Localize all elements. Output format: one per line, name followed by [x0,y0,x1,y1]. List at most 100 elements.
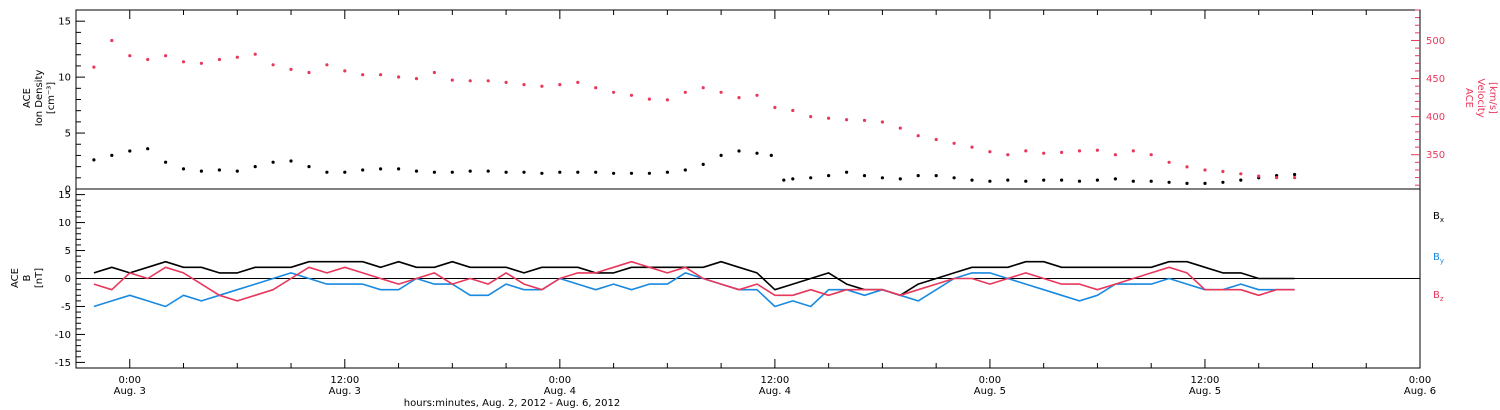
top-y2label-line3: [km/s] [1487,82,1498,114]
data-point [253,52,257,56]
legend-bx: Bx [1433,211,1444,224]
data-point [755,151,759,155]
bottom-series [93,260,1295,308]
data-point [1185,181,1189,185]
data-point [1203,181,1207,185]
top-right-tick-label: 350 [1426,150,1445,161]
data-point [988,179,992,183]
data-point [540,171,544,175]
bottom-left-tick-label: 15 [58,190,71,201]
data-point [1095,148,1099,152]
data-point [325,170,329,174]
data-point [1221,169,1225,174]
data-point [1006,178,1010,182]
data-point [289,67,293,71]
data-point [343,69,347,73]
x-tick-time: 0:00 [549,375,571,386]
data-point [576,80,580,84]
x-tick-date: Aug. 4 [544,386,576,397]
top-right-axis: 350 400 450 500 [1411,9,1445,186]
data-point [199,169,203,173]
data-point [612,90,616,94]
data-point [110,38,114,43]
data-point [629,93,634,97]
data-point [432,70,436,75]
x-tick-time: 0:00 [1409,375,1431,386]
data-point [146,147,150,151]
data-point [1077,149,1082,153]
top-y2label-line1: ACE [1463,88,1474,108]
data-point [862,174,867,178]
data-point [827,116,831,120]
data-point [450,78,454,82]
data-point [629,171,634,175]
top-ylabel-line2: Ion Density [34,70,45,127]
bottom-ylabel-line3: [nT] [34,268,45,288]
data-point [1221,180,1225,184]
data-point [361,168,365,172]
data-point [307,165,311,169]
data-point [576,170,580,174]
data-point [325,63,329,67]
data-point [235,55,239,59]
data-point [1095,178,1099,182]
data-point [1042,178,1046,182]
data-point [683,168,687,172]
x-tick-date: Aug. 3 [114,386,146,397]
data-point [1257,174,1261,178]
data-point [916,134,920,138]
data-point [665,170,670,174]
data-point [504,80,508,84]
data-point [737,149,741,153]
data-point [719,90,723,94]
data-point [934,174,938,178]
legend-by: By [1433,252,1444,265]
data-point [1149,153,1153,157]
data-point [782,178,786,182]
data-point [253,165,257,169]
top-panel: 0 5 10 15 350 400 450 500 ACE Ion Density [cm⁻… [22,9,1498,196]
data-point [1185,165,1189,169]
top-ylabel-line3: [cm⁻³] [46,82,57,114]
data-point [1239,178,1243,182]
x-tick-time: 0:00 [119,375,141,386]
x-tick-time: 12:00 [760,375,789,386]
data-point [1149,179,1153,183]
data-point [289,159,293,163]
data-point [1006,153,1010,157]
data-point [1275,176,1279,180]
data-point [1203,168,1207,172]
data-point [880,176,885,180]
data-point [898,126,902,130]
bottom-panel: -15 -10 -5 0 5 10 15 ACE B [nT] Bx By Bz [10,188,1444,369]
data-point [647,171,652,175]
top-left-tick-label: 10 [58,73,71,84]
bottom-ylabel-line1: ACE [10,268,21,288]
data-point [1024,149,1028,153]
data-point [414,169,419,173]
top-right-tick-label: 500 [1426,36,1445,47]
x-tick-time: 0:00 [979,375,1001,386]
data-point [432,170,436,174]
series-bx [93,260,1295,297]
data-point [217,57,221,62]
top-right-tick-label: 450 [1426,74,1445,85]
series-ion-density [92,147,1297,185]
data-point [827,174,831,178]
data-point [504,170,508,174]
data-point [1060,150,1064,154]
top-series [92,38,1297,185]
data-point [379,167,383,171]
top-left-axis: 0 5 10 15 [58,9,85,196]
data-point [1060,178,1064,182]
top-panel-frame [75,9,1421,190]
bottom-left-tick-label: 0 [65,274,71,285]
x-tick-date: Aug. 4 [759,386,791,397]
data-point [594,170,598,174]
data-point [181,60,186,64]
legend-bz: Bz [1433,290,1444,303]
data-point [1293,172,1297,177]
x-tick-date: Aug. 5 [1189,386,1221,397]
data-point [612,171,616,175]
